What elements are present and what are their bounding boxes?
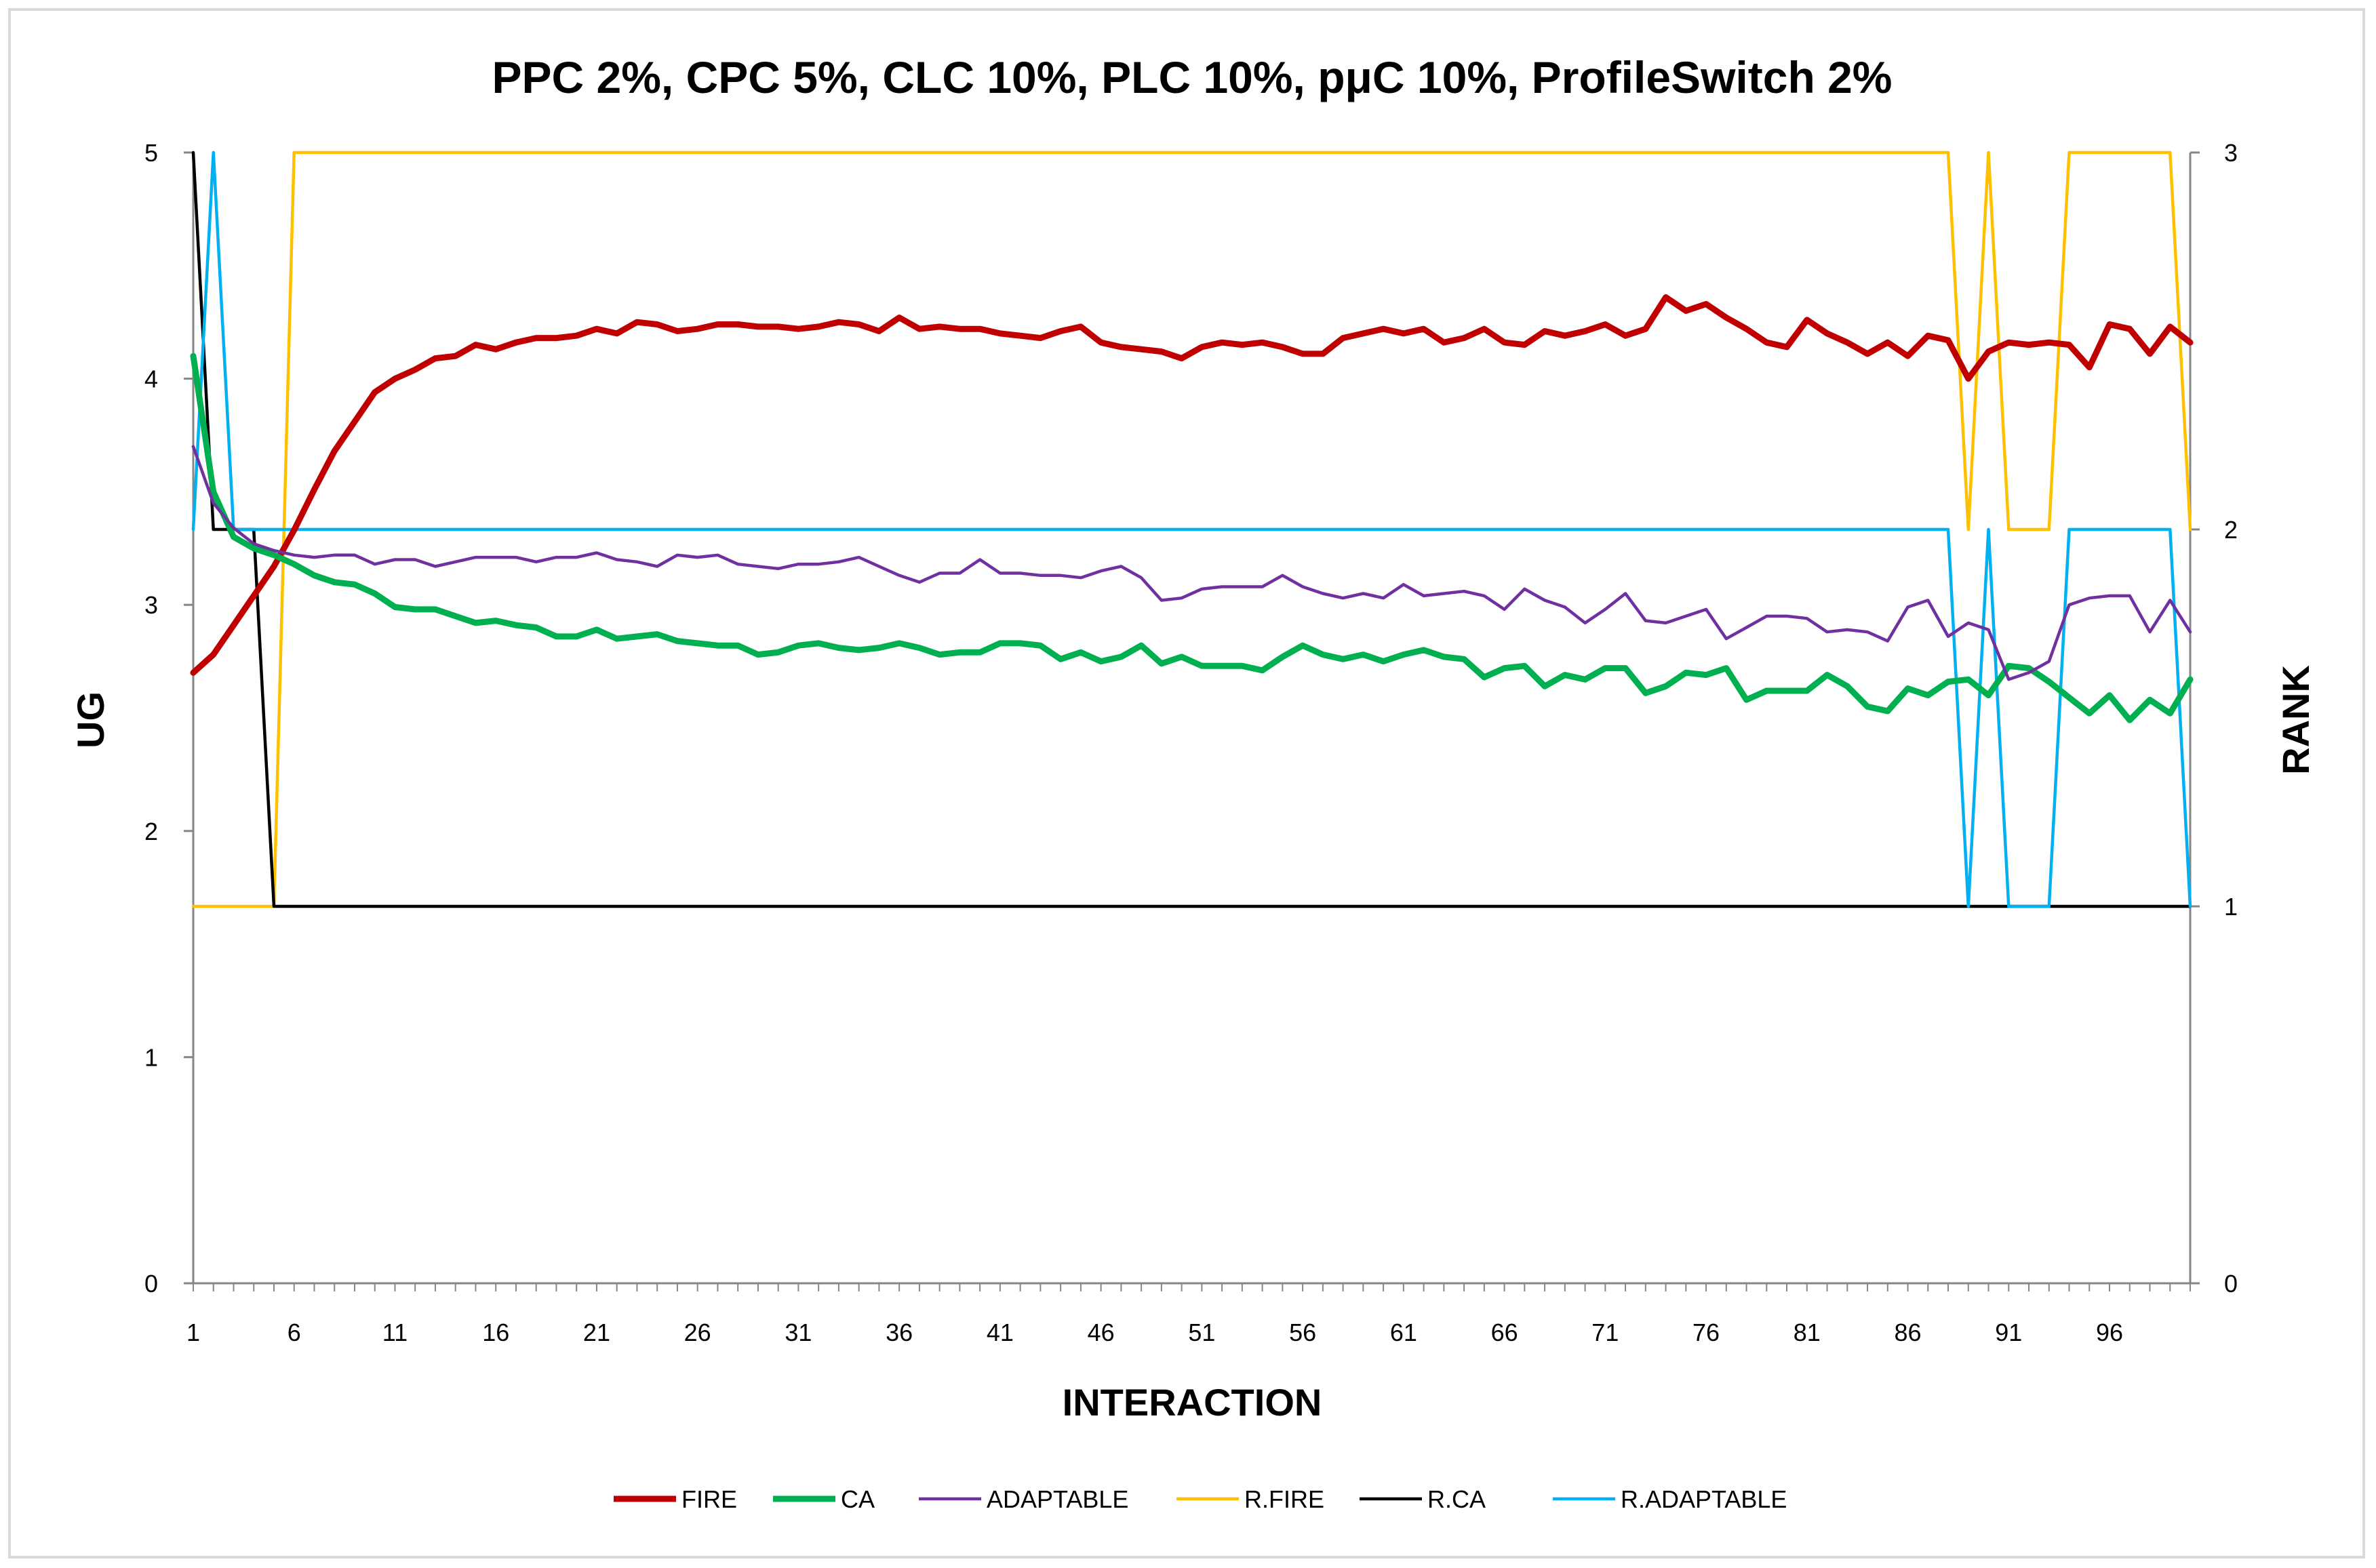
series-line-fire bbox=[190, 294, 2194, 676]
legend-label-ca: CA bbox=[841, 1485, 875, 1513]
y2-tick-label: 2 bbox=[2224, 516, 2238, 544]
legend-label-r-ca: R.CA bbox=[1427, 1485, 1486, 1513]
x-tick-label: 21 bbox=[583, 1319, 610, 1346]
legend: FIRE CA ADAPTABLE R.FIRE R.CA R.ADAPTABLE bbox=[614, 1485, 1787, 1513]
y2-tick-label: 3 bbox=[2224, 139, 2238, 167]
x-tick-label: 76 bbox=[1692, 1319, 1720, 1346]
x-tick-label: 26 bbox=[684, 1319, 711, 1346]
chart-title: PPC 2%, CPC 5%, CLC 10%, PLC 10%, pμC 10… bbox=[492, 52, 1893, 102]
y-tick-label: 4 bbox=[144, 365, 158, 393]
x-tick-label: 91 bbox=[1995, 1319, 2022, 1346]
legend-label-fire: FIRE bbox=[681, 1485, 737, 1513]
x-tick-label: 61 bbox=[1390, 1319, 1417, 1346]
x-tick-label: 11 bbox=[382, 1319, 408, 1346]
y-tick-label: 5 bbox=[144, 139, 158, 167]
x-tick-label: 41 bbox=[987, 1319, 1014, 1346]
x-tick-label: 31 bbox=[785, 1319, 812, 1346]
legend-label-r-fire: R.FIRE bbox=[1244, 1485, 1324, 1513]
y2-axis-title: RANK bbox=[2274, 665, 2317, 775]
y-tick-label: 0 bbox=[144, 1270, 158, 1298]
y2-tick-label: 0 bbox=[2224, 1270, 2238, 1298]
series-line-r-fire bbox=[191, 150, 2192, 908]
x-tick-label: 36 bbox=[886, 1319, 913, 1346]
y-tick-label: 2 bbox=[144, 818, 158, 845]
x-tick-label: 96 bbox=[2096, 1319, 2123, 1346]
x-tick-label: 1 bbox=[186, 1319, 200, 1346]
x-tick-label: 56 bbox=[1289, 1319, 1316, 1346]
legend-label-r-adaptable: R.ADAPTABLE bbox=[1621, 1485, 1787, 1513]
chart-frame bbox=[8, 8, 2365, 1559]
x-axis-title: INTERACTION bbox=[1063, 1381, 1322, 1424]
x-tick-label: 66 bbox=[1491, 1319, 1518, 1346]
x-tick-label: 71 bbox=[1591, 1319, 1619, 1346]
x-tick-label: 81 bbox=[1794, 1319, 1821, 1346]
x-tick-label: 16 bbox=[482, 1319, 509, 1346]
series-line-r-ca bbox=[191, 150, 2192, 908]
x-tick-label: 51 bbox=[1188, 1319, 1215, 1346]
legend-label-adaptable: ADAPTABLE bbox=[987, 1485, 1128, 1513]
series-line-r-adaptable bbox=[191, 150, 2192, 908]
y-axis-title: UG bbox=[69, 691, 112, 748]
series-line-ca bbox=[190, 353, 2194, 723]
x-tick-label: 86 bbox=[1895, 1319, 1922, 1346]
y-tick-label: 1 bbox=[144, 1043, 158, 1071]
x-tick-label: 6 bbox=[288, 1319, 301, 1346]
x-tick-label: 46 bbox=[1088, 1319, 1115, 1346]
y-tick-label: 3 bbox=[144, 591, 158, 619]
series-line-adaptable bbox=[191, 445, 2192, 681]
y2-tick-label: 1 bbox=[2224, 893, 2238, 921]
